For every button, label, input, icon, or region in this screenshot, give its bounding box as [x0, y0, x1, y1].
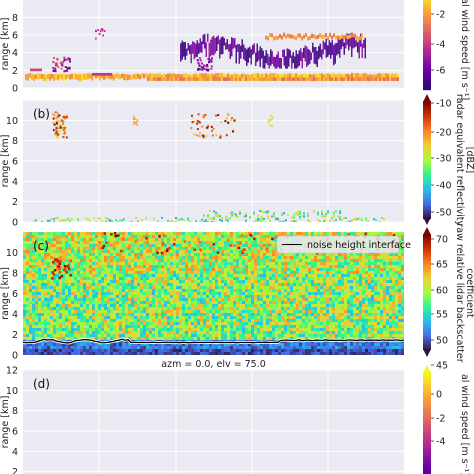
plot-area [23, 370, 404, 474]
data-field [25, 28, 399, 82]
y-tick-label: 2 [12, 330, 18, 341]
colorbar-label: coefficient [464, 268, 474, 318]
colorbar-tick-label: 70 [436, 235, 448, 246]
colorbar-tick-label: 0 [436, 390, 442, 401]
y-tick-label: 10 [6, 116, 18, 127]
y-tick-label: 4 [12, 310, 18, 321]
y-tick-label: 0 [12, 84, 18, 95]
y-tick-label: 6 [12, 427, 18, 438]
y-tick-label: 6 [12, 157, 18, 168]
legend: noise height interface [276, 235, 411, 254]
colorbar-label: [dBZ] [464, 147, 474, 173]
colorbar-tick-label: -4 [436, 437, 445, 448]
y-tick-label: 2 [12, 197, 18, 208]
noise-height-interface-line [23, 338, 404, 344]
colorbar-tick-label: -50 [436, 208, 452, 219]
y-tick-label: 4 [12, 447, 18, 458]
panel-2: 0 2 4 6 8 10 range [km] (b) -10 -20 -30 -40 -50 radar… [0, 94, 474, 229]
colorbar-tick-label: 60 [436, 286, 448, 297]
colorbar-label: radial wind speed [m s⁻¹] [459, 0, 470, 100]
gridlines [23, 100, 404, 222]
panel-title: azm = 0.0, elv = 75.0 [161, 359, 265, 370]
y-tick-label: 8 [12, 13, 18, 24]
y-tick-label: 2 [12, 467, 18, 474]
y-tick-label: 4 [12, 48, 18, 59]
y-tick-label: 2 [12, 66, 18, 77]
colorbar-tick-label: -20 [436, 128, 452, 139]
colorbar-tick-label: -6 [436, 66, 445, 77]
colorbar: -10 -20 -30 -40 -50 radar equivalent reflecti… [423, 94, 474, 227]
panel-label: (c) [33, 239, 49, 253]
y-tick-label: 8 [12, 406, 18, 417]
colorbar-label: radar equivalent reflectivity [454, 94, 465, 227]
colorbar-tick-label: 65 [436, 260, 448, 271]
y-tick-label: 10 [6, 248, 18, 259]
panel-label: (d) [33, 377, 50, 391]
panel-4: 2 4 6 8 10 12 range [km] (d) azm = 0.0, elv = 75… [0, 359, 470, 474]
y-tick-label: 8 [12, 269, 18, 280]
colorbar-label: raw relative lidar backscatter [454, 223, 465, 362]
y-tick-label: 8 [12, 136, 18, 147]
colorbar-label: al wind speed [m s⁻¹] [459, 374, 470, 474]
colorbar-tick-label: 45 [436, 361, 448, 372]
legend-entry: noise height interface [307, 240, 411, 251]
y-axis-label: range [km] [0, 396, 11, 449]
panel-3: noise height interface 0 2 4 6 8 10 range [km] (… [0, 223, 474, 371]
y-tick-label: 6 [12, 31, 18, 42]
gridlines [23, 370, 404, 474]
colorbar-tick-label: -4 [436, 40, 445, 51]
y-tick-label: 0 [12, 351, 18, 362]
colorbar-tick-label: -2 [436, 10, 445, 21]
colorbar: 70 65 60 55 50 45 raw relative lidar backscatt… [423, 223, 474, 372]
colorbar-tick-label: 50 [436, 336, 448, 347]
colorbar-tick-label: -2 [436, 414, 445, 425]
y-tick-label: 10 [6, 386, 18, 397]
y-axis-label: range [km] [0, 135, 11, 188]
y-axis-label: range [km] [0, 18, 11, 71]
colorbar: 0 -2 -4 al wind speed [m s⁻¹] [423, 365, 470, 474]
data-field [23, 232, 404, 355]
colorbar-tick-label: -40 [436, 181, 452, 192]
colorbar: -2 -4 -6 radial wind speed [m s⁻¹] [423, 0, 470, 100]
y-tick-label: 6 [12, 289, 18, 300]
colorbar-tick-label: -30 [436, 154, 452, 165]
colorbar-tick-label: 55 [436, 310, 448, 321]
y-tick-label: 12 [6, 366, 18, 377]
data-field [33, 111, 385, 222]
y-axis-label: range [km] [0, 267, 11, 320]
panel-label: (b) [33, 107, 50, 121]
colorbar-tick-label: -10 [436, 99, 452, 110]
y-tick-label: 0 [12, 218, 18, 229]
y-tick-label: 4 [12, 177, 18, 188]
